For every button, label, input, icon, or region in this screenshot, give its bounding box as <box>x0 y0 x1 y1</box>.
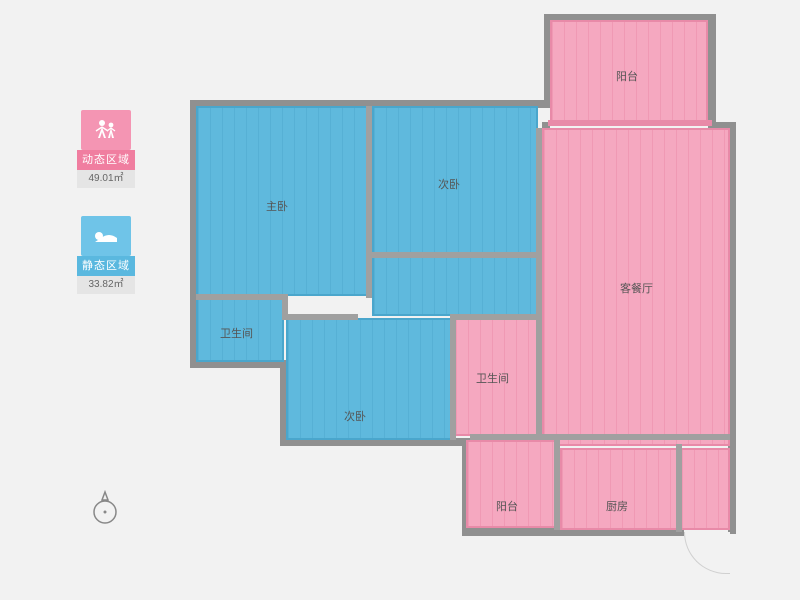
room-label-bath-1: 卫生间 <box>220 325 253 341</box>
room-label-kitchen: 厨房 <box>606 498 628 514</box>
room-label-balcony-top: 阳台 <box>616 68 638 84</box>
wall <box>366 106 372 298</box>
door-arc <box>684 532 730 574</box>
wall <box>450 314 542 320</box>
wall <box>196 294 288 300</box>
room-label-second-bed-1: 次卧 <box>438 176 460 192</box>
wall <box>536 314 542 440</box>
sleep-icon <box>81 216 131 256</box>
floorplan: 阳台客餐厅主卧次卧卫生间次卧卫生间阳台厨房 <box>190 20 750 580</box>
legend-dynamic: 动态区域 49.01㎡ <box>75 110 137 188</box>
wall <box>536 128 542 318</box>
wall <box>450 314 456 440</box>
legend-static-value: 33.82㎡ <box>77 276 135 294</box>
wall <box>470 434 730 440</box>
wall <box>548 120 712 126</box>
wall <box>708 14 716 128</box>
wall <box>372 252 542 258</box>
legend-dynamic-label: 动态区域 <box>77 150 135 170</box>
wall <box>676 444 682 532</box>
people-icon <box>81 110 131 150</box>
wall <box>286 314 358 320</box>
room-label-bath-2: 卫生间 <box>476 370 509 386</box>
room-entry <box>680 448 730 530</box>
wall <box>554 438 560 530</box>
room-label-living-dining: 客餐厅 <box>620 280 653 296</box>
room-hallway <box>372 256 538 316</box>
room-label-balcony-bot: 阳台 <box>496 498 518 514</box>
compass-icon <box>90 490 120 528</box>
legend-static-label: 静态区域 <box>77 256 135 276</box>
room-balcony-bot <box>466 440 556 528</box>
legend-static: 静态区域 33.82㎡ <box>75 216 137 294</box>
room-kitchen <box>560 448 678 530</box>
legend: 动态区域 49.01㎡ 静态区域 33.82㎡ <box>75 110 137 322</box>
room-second-bed-2 <box>286 318 452 440</box>
room-label-second-bed-2: 次卧 <box>344 408 366 424</box>
room-label-master-bed: 主卧 <box>266 198 288 214</box>
legend-dynamic-value: 49.01㎡ <box>77 170 135 188</box>
